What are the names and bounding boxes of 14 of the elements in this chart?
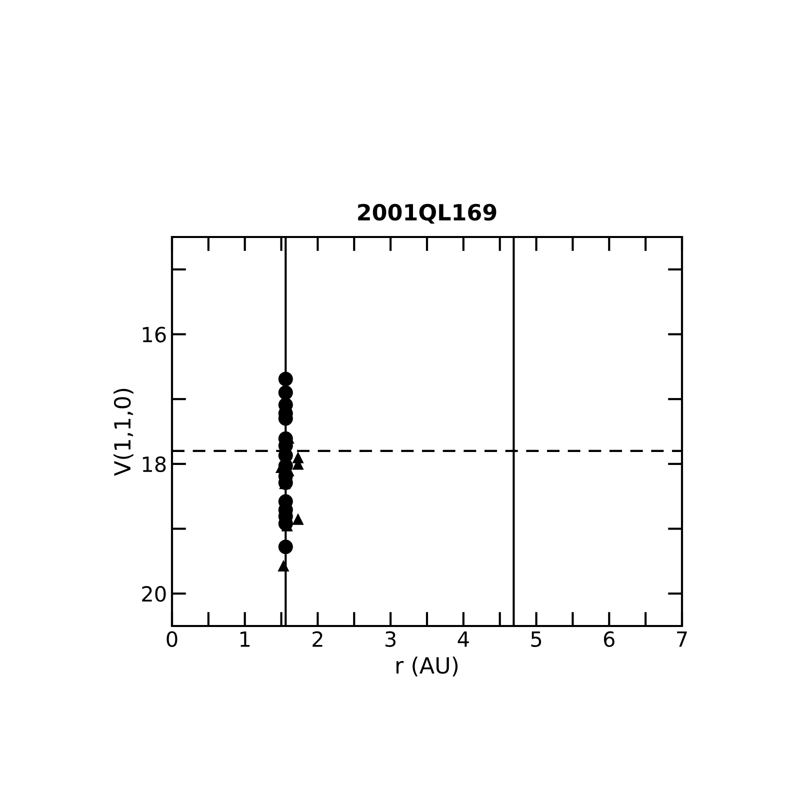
x-tick-label: 1 <box>240 632 250 647</box>
chart-title: 2001QL169 <box>358 204 496 224</box>
x-tick-label: 7 <box>677 632 687 647</box>
y-tick-label: 20 <box>142 586 166 602</box>
x-tick-label: 4 <box>458 632 469 647</box>
x-axis-title: r (AU) <box>396 656 458 676</box>
y-tick-label: 16 <box>142 326 166 342</box>
x-tick-label: 3 <box>386 631 396 647</box>
x-tick-label: 2 <box>312 631 322 647</box>
y-tick-label: 18 <box>142 456 166 472</box>
x-tick-label: 6 <box>604 631 614 647</box>
y-axis-title: V(1,1,0) <box>114 388 134 476</box>
x-tick-label: 0 <box>166 631 178 647</box>
x-tick-label: 5 <box>531 632 542 647</box>
